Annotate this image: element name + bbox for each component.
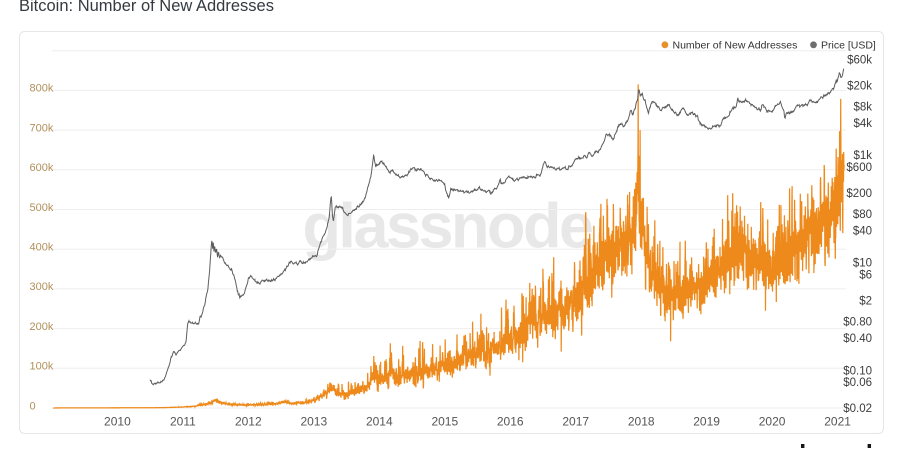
svg-text:$20k: $20k — [847, 80, 872, 92]
svg-text:2015: 2015 — [431, 414, 458, 428]
svg-text:$2: $2 — [859, 295, 872, 307]
svg-text:Number of New Addresses: Number of New Addresses — [673, 39, 798, 51]
svg-text:$10: $10 — [853, 258, 872, 270]
svg-text:600k: 600k — [30, 162, 54, 174]
svg-text:$0.06: $0.06 — [843, 377, 872, 389]
svg-text:2012: 2012 — [235, 414, 262, 428]
svg-text:100k: 100k — [30, 361, 54, 373]
svg-text:2017: 2017 — [562, 414, 589, 428]
svg-text:700k: 700k — [30, 122, 54, 134]
svg-text:$200: $200 — [846, 188, 872, 200]
svg-text:2018: 2018 — [628, 414, 655, 428]
svg-text:800k: 800k — [30, 83, 54, 95]
svg-text:2020: 2020 — [759, 414, 786, 428]
svg-text:$60k: $60k — [847, 55, 872, 67]
svg-text:2013: 2013 — [300, 414, 327, 428]
svg-text:300k: 300k — [30, 281, 54, 293]
svg-text:$1k: $1k — [853, 150, 872, 162]
svg-text:$0.10: $0.10 — [843, 365, 872, 377]
svg-text:Price [USD]: Price [USD] — [821, 39, 876, 51]
svg-text:500k: 500k — [30, 202, 54, 214]
svg-text:$4k: $4k — [853, 118, 872, 130]
svg-text:$80: $80 — [853, 209, 872, 221]
svg-text:$8k: $8k — [853, 102, 872, 114]
svg-text:$6: $6 — [859, 270, 872, 282]
svg-text:$0.02: $0.02 — [843, 403, 872, 415]
svg-text:Bitcoin: Number of New Address: Bitcoin: Number of New Addresses — [19, 0, 274, 15]
svg-text:2019: 2019 — [693, 414, 720, 428]
svg-text:glassnode: glassnode — [302, 192, 592, 262]
svg-text:2021: 2021 — [824, 414, 851, 428]
svg-text:0: 0 — [30, 400, 36, 412]
svg-text:glassnode: glassnode — [788, 440, 884, 448]
svg-text:$600: $600 — [846, 162, 872, 174]
svg-text:400k: 400k — [30, 242, 54, 254]
svg-text:$0.80: $0.80 — [843, 317, 872, 329]
svg-text:$0.40: $0.40 — [843, 333, 872, 345]
svg-text:$40: $40 — [853, 225, 872, 237]
svg-text:2016: 2016 — [497, 414, 524, 428]
svg-text:2011: 2011 — [170, 414, 196, 428]
svg-text:200k: 200k — [30, 321, 54, 333]
svg-text:2010: 2010 — [104, 414, 131, 428]
svg-text:2014: 2014 — [366, 414, 393, 428]
